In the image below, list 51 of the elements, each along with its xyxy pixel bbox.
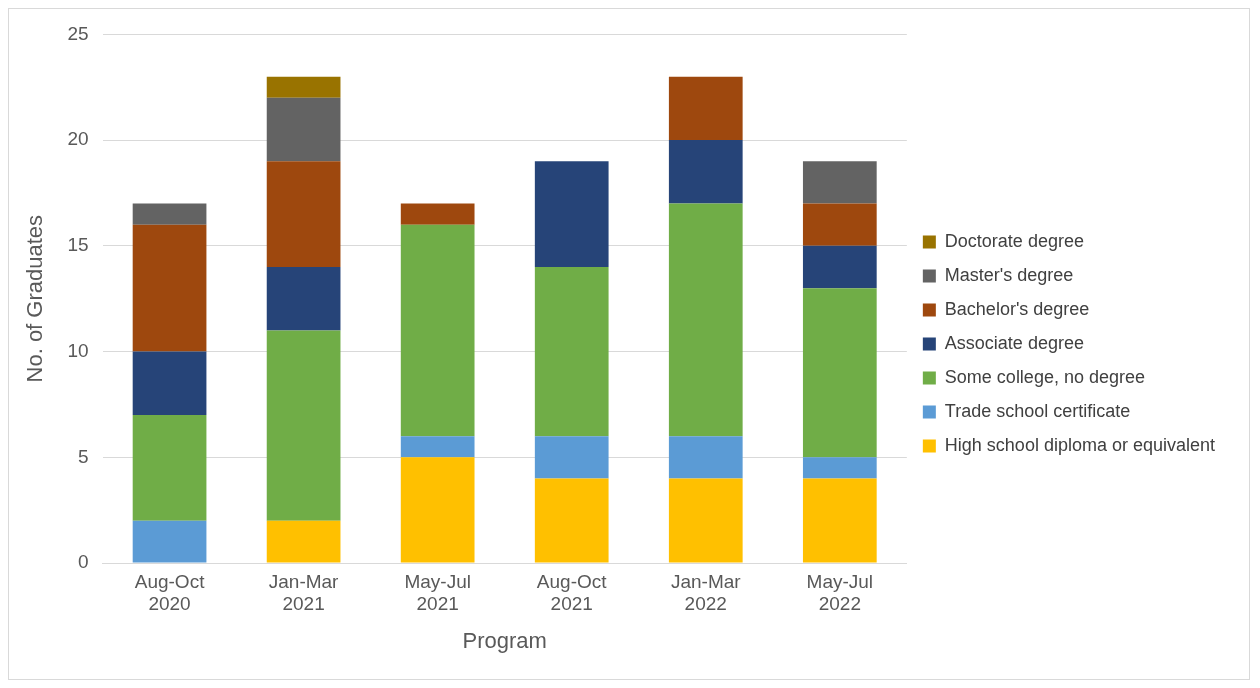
- y-tick-label: 10: [67, 339, 89, 361]
- bar: [266, 520, 341, 563]
- bar: [266, 330, 341, 521]
- bar: [802, 203, 877, 246]
- bar: [266, 266, 341, 331]
- bar: [668, 140, 743, 204]
- bar: [668, 436, 743, 479]
- bar: [400, 224, 475, 437]
- legend-label: Doctorate degree: [944, 230, 1084, 251]
- y-tick-label: 25: [67, 22, 89, 44]
- bar: [802, 161, 877, 204]
- bar: [802, 288, 877, 458]
- x-axis-title: Program: [462, 627, 547, 653]
- bar: [802, 457, 877, 479]
- x-tick-label: May-Jul 2021: [404, 570, 471, 615]
- legend-label: Some college, no degree: [944, 366, 1145, 387]
- bar: [534, 266, 609, 437]
- y-tick-label: 5: [77, 445, 89, 467]
- legend-label: Master's degree: [944, 264, 1074, 285]
- bar: [668, 203, 743, 437]
- y-tick-label: 20: [67, 128, 89, 150]
- bar: [266, 97, 341, 162]
- bar: [132, 520, 207, 563]
- legend-label: High school diploma or equivalent: [944, 434, 1216, 455]
- legend-label: Associate degree: [944, 332, 1084, 353]
- bar: [534, 478, 609, 563]
- bar: [132, 224, 207, 352]
- x-tick-label: May-Jul 2022: [806, 570, 874, 615]
- y-axis-title: No. of Graduates: [22, 214, 48, 383]
- bar: [400, 436, 475, 458]
- y-tick-label: 15: [67, 234, 89, 256]
- bar: [534, 161, 609, 267]
- y-tick-label: 0: [77, 551, 89, 573]
- x-tick-label: Jan-Mar 2022: [670, 570, 742, 615]
- bar: [802, 478, 877, 563]
- bar: [400, 457, 475, 563]
- bar: [266, 76, 341, 98]
- bar: [132, 414, 207, 521]
- legend-label: Bachelor's degree: [944, 298, 1090, 319]
- bar: [266, 161, 341, 267]
- legend-label: Trade school certificate: [944, 400, 1131, 421]
- bar: [534, 436, 609, 479]
- x-tick-label: Aug-Oct 2020: [134, 570, 206, 615]
- bar: [802, 245, 877, 289]
- bar: [668, 76, 743, 141]
- x-tick-label: Jan-Mar 2021: [268, 570, 340, 615]
- bar: [400, 203, 475, 225]
- bar: [132, 203, 207, 225]
- bar: [668, 478, 743, 563]
- bar: [132, 351, 207, 415]
- x-tick-label: Aug-Oct 2021: [536, 570, 608, 615]
